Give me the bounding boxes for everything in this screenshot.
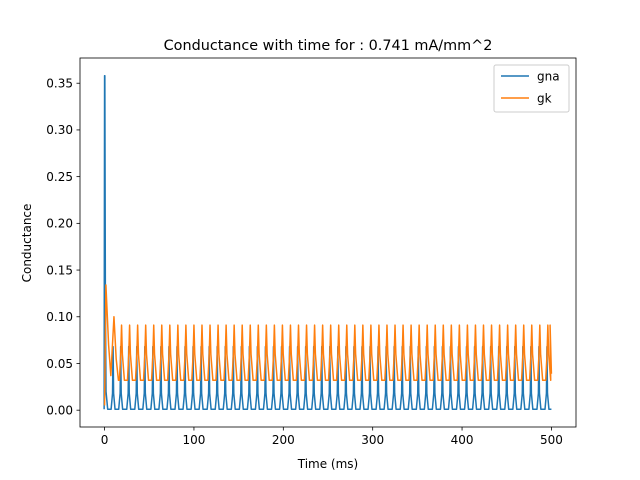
y-tick-label: 0.25 <box>46 170 73 184</box>
y-tick-label: 0.30 <box>46 123 73 137</box>
x-tick-label: 200 <box>272 433 295 447</box>
ticks-layer: 0 100 200 300 400 500 0.00 0.05 0.10 0.15 0.20 0.25… <box>46 77 563 447</box>
x-axis-label: Time (ms) <box>297 457 359 471</box>
series-line-gna <box>103 75 552 410</box>
chart-title: Conductance with time for : 0.741 mA/mm^… <box>164 38 493 54</box>
series-line-gk <box>103 284 553 406</box>
y-tick-label: 0.20 <box>46 217 73 231</box>
x-tick-label: 500 <box>540 433 563 447</box>
series-layer <box>103 75 553 410</box>
x-tick-label: 400 <box>451 433 474 447</box>
x-tick-label: 100 <box>182 433 205 447</box>
x-tick-label: 300 <box>361 433 384 447</box>
plot-frame <box>79 57 577 428</box>
x-tick-label: 0 <box>101 433 109 447</box>
y-tick-label: 0.00 <box>46 403 73 417</box>
legend: gna gk <box>493 64 570 113</box>
y-axis-label: Conductance <box>20 204 34 283</box>
y-tick-label: 0.10 <box>46 310 73 324</box>
legend-label-gna: gna <box>537 70 560 84</box>
y-tick-label: 0.15 <box>46 263 73 277</box>
y-tick-label: 0.35 <box>46 77 73 91</box>
y-tick-label: 0.05 <box>46 357 73 371</box>
legend-label-gk: gk <box>537 92 552 106</box>
